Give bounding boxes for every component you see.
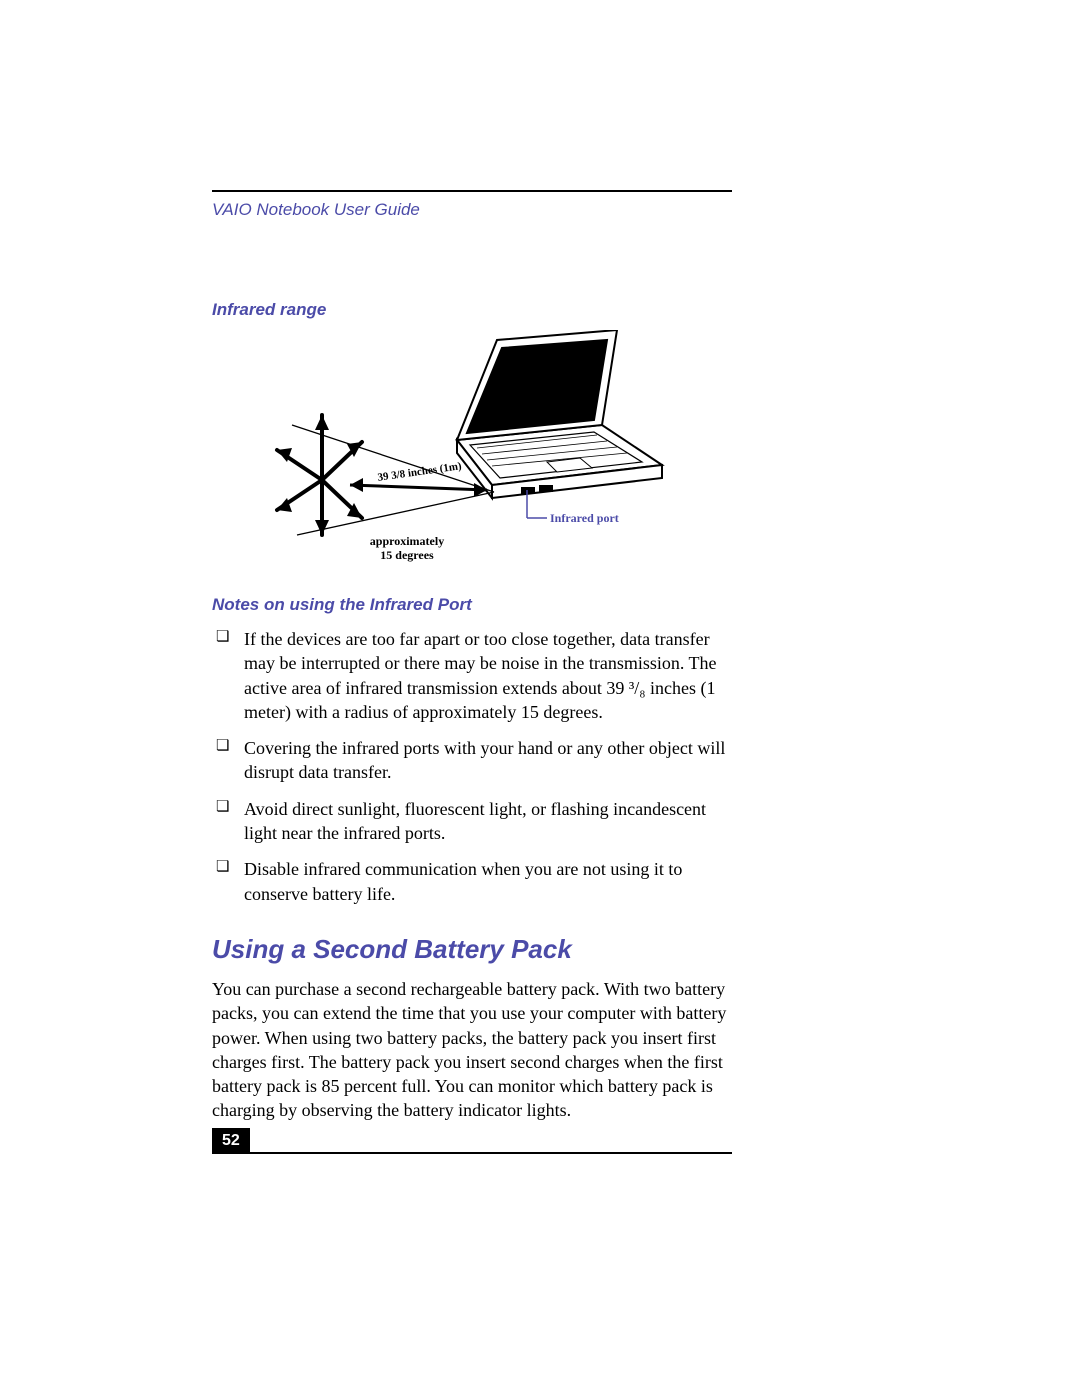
list-item: Avoid direct sunlight, fluorescent light… (212, 797, 732, 846)
distance-label: 39 3/8 inches (1m) (377, 460, 463, 484)
list-item: Disable infrared communication when you … (212, 857, 732, 906)
ir-port-label: Infrared port (550, 511, 619, 525)
distance-arrow (350, 478, 487, 497)
list-item: Covering the infrared ports with your ha… (212, 736, 732, 785)
running-head: VAIO Notebook User Guide (212, 200, 732, 220)
notes-list: If the devices are too far apart or too … (212, 627, 732, 906)
laptop-icon (457, 330, 662, 498)
angle-label-1: approximately (370, 534, 444, 548)
list-item: If the devices are too far apart or too … (212, 627, 732, 724)
battery-body: You can purchase a second rechargeable b… (212, 977, 732, 1123)
infrared-range-heading: Infrared range (212, 300, 732, 320)
starburst-icon (277, 415, 362, 535)
page-footer: 52 (212, 1128, 732, 1154)
page-number: 52 (212, 1128, 250, 1154)
infrared-diagram: 39 3/8 inches (1m) (262, 330, 682, 575)
infrared-diagram-svg: 39 3/8 inches (1m) (262, 330, 682, 570)
battery-heading: Using a Second Battery Pack (212, 934, 732, 965)
header-rule (212, 190, 732, 192)
angle-label-2: 15 degrees (380, 548, 434, 562)
footer-rule (212, 1152, 732, 1154)
notes-heading: Notes on using the Infrared Port (212, 595, 732, 615)
